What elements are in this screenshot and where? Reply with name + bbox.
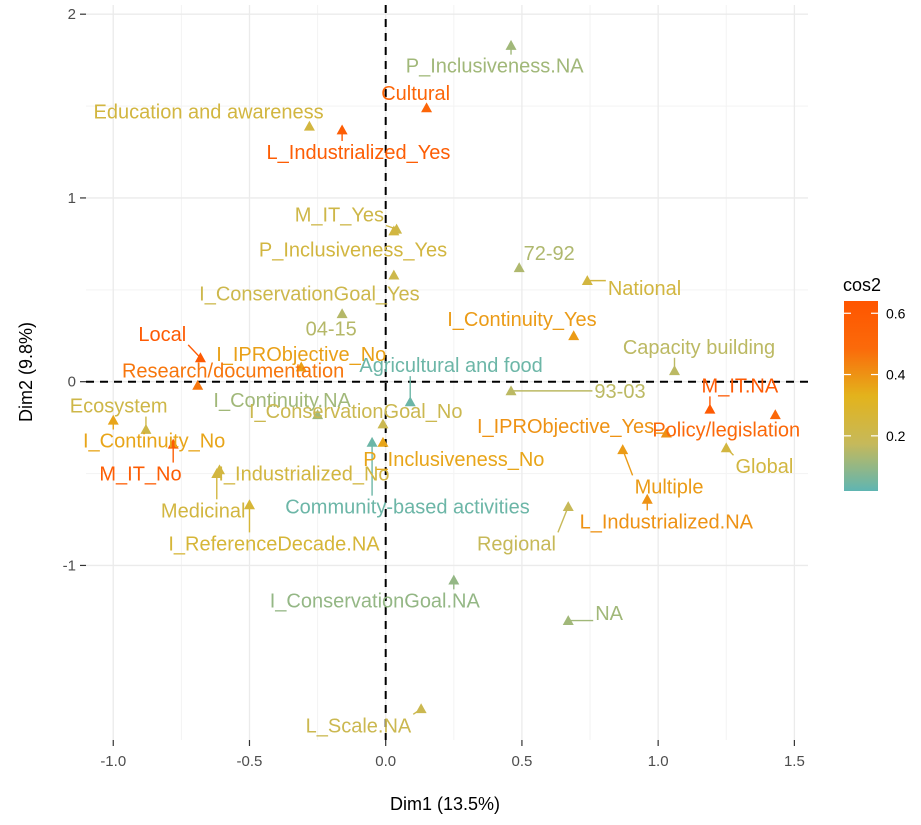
point-label: I_ReferenceDecade.NA xyxy=(168,533,380,555)
point-label: Ecosystem xyxy=(70,396,168,418)
data-points xyxy=(107,39,781,714)
point-marker xyxy=(295,361,307,372)
point-marker xyxy=(388,269,400,280)
x-tick-label: 0.5 xyxy=(511,753,532,770)
point-label: P_Inclusiveness_No xyxy=(363,449,544,471)
reference-lines xyxy=(86,5,808,740)
point-label: Agricultural and food xyxy=(359,355,542,377)
x-tick-label: -1.0 xyxy=(100,753,126,770)
point-label: Policy/legislation xyxy=(652,419,800,441)
point-marker xyxy=(617,444,629,455)
x-tick-label: 1.0 xyxy=(648,753,669,770)
point-label: I_ConservationGoal_Yes xyxy=(199,283,420,305)
y-axis-title: Dim2 (9.8%) xyxy=(16,322,36,422)
point-label: M_IT_Yes xyxy=(295,204,384,226)
point-label: 04-15 xyxy=(306,318,357,340)
point-marker xyxy=(769,409,781,420)
legend-colorbar xyxy=(844,301,878,491)
point-marker xyxy=(704,403,716,414)
point-marker xyxy=(377,436,389,447)
x-tick-label: 0.0 xyxy=(375,753,396,770)
point-label: M_IT_No xyxy=(99,464,181,486)
point-label: I_Continuity_No xyxy=(83,430,225,452)
label-connector xyxy=(187,344,201,359)
x-tick-label: 1.5 xyxy=(784,753,805,770)
y-tick-label: 0 xyxy=(68,374,76,391)
point-label: I_Continuity_Yes xyxy=(447,309,596,331)
point-label: I_Industrialized_No xyxy=(218,464,389,486)
point-marker xyxy=(568,330,580,341)
point-label: L_Scale.NA xyxy=(306,715,412,737)
point-marker xyxy=(404,396,416,407)
point-marker xyxy=(303,120,315,131)
point-label: Cultural xyxy=(381,83,450,105)
point-label: National xyxy=(608,278,681,300)
x-axis-title: Dim1 (13.5%) xyxy=(390,794,500,814)
point-label: I_ConservationGoal.NA xyxy=(270,590,481,612)
legend-tick-label: 0.6 xyxy=(886,305,906,321)
point-marker xyxy=(192,379,204,390)
legend-ticks: 0.2 0.4 0.6 xyxy=(844,305,906,444)
point-marker xyxy=(388,225,400,236)
point-marker xyxy=(505,385,517,396)
panel-background xyxy=(86,5,808,740)
point-marker xyxy=(660,427,672,438)
point-label: I_IPRObjective_Yes xyxy=(477,416,654,438)
point-marker xyxy=(211,468,223,478)
point-label: I_IPRObjective_No xyxy=(216,344,386,366)
y-tick-label: 2 xyxy=(68,6,76,23)
point-marker xyxy=(421,102,433,113)
y-tick-label: 1 xyxy=(68,190,76,207)
axes: -1.0 -0.5 0.0 0.5 1.0 1.5 -1 0 1 2 xyxy=(63,6,805,770)
point-marker xyxy=(720,442,732,453)
legend-title: cos2 xyxy=(843,275,881,295)
point-label: Education and awareness xyxy=(94,102,324,124)
point-marker xyxy=(581,275,593,286)
point-marker xyxy=(167,438,179,449)
point-marker xyxy=(336,124,348,135)
point-marker xyxy=(194,352,206,363)
point-marker xyxy=(668,365,680,376)
point-marker xyxy=(641,493,653,504)
point-marker xyxy=(505,39,517,50)
point-label: NA xyxy=(595,603,623,625)
legend-tick-label: 0.4 xyxy=(886,367,906,383)
legend: cos2 0.2 0.4 0.6 xyxy=(843,275,906,491)
point-labels: P_Inclusiveness.NA Cultural Education and … xyxy=(70,56,800,738)
point-marker xyxy=(448,574,460,585)
point-marker xyxy=(336,308,348,319)
point-marker xyxy=(562,615,574,625)
point-marker xyxy=(140,423,152,434)
point-label: Global xyxy=(736,456,794,478)
point-label: Regional xyxy=(477,533,556,555)
point-label: Multiple xyxy=(635,476,704,498)
point-label: Research/documentation xyxy=(122,361,344,383)
legend-tick-label: 0.2 xyxy=(886,428,906,444)
point-label: I_Continuity.NA xyxy=(213,390,351,412)
point-marker xyxy=(366,436,378,447)
point-label: L_Industrialized_Yes xyxy=(267,142,451,164)
point-marker xyxy=(415,703,427,714)
point-label: I_ConservationGoal_No xyxy=(249,401,462,423)
point-marker xyxy=(107,414,119,425)
point-label: Medicinal xyxy=(161,500,245,522)
point-label: L_Industrialized.NA xyxy=(580,511,754,533)
point-label: 93-03 xyxy=(594,381,645,403)
point-marker xyxy=(513,262,525,273)
point-label: P_Inclusiveness.NA xyxy=(406,56,585,78)
point-label: Capacity building xyxy=(623,337,775,359)
point-label: M_IT.NA xyxy=(702,375,779,397)
point-label: Community-based activities xyxy=(285,497,530,519)
point-marker xyxy=(562,501,574,512)
x-tick-label: -0.5 xyxy=(237,753,263,770)
y-tick-label: -1 xyxy=(63,557,76,574)
point-marker xyxy=(243,499,255,510)
point-label: Local xyxy=(138,324,186,346)
point-label: 72-92 xyxy=(524,243,575,265)
point-marker xyxy=(312,409,324,420)
point-marker xyxy=(377,418,389,429)
point-label: P_Inclusiveness_Yes xyxy=(259,239,447,261)
